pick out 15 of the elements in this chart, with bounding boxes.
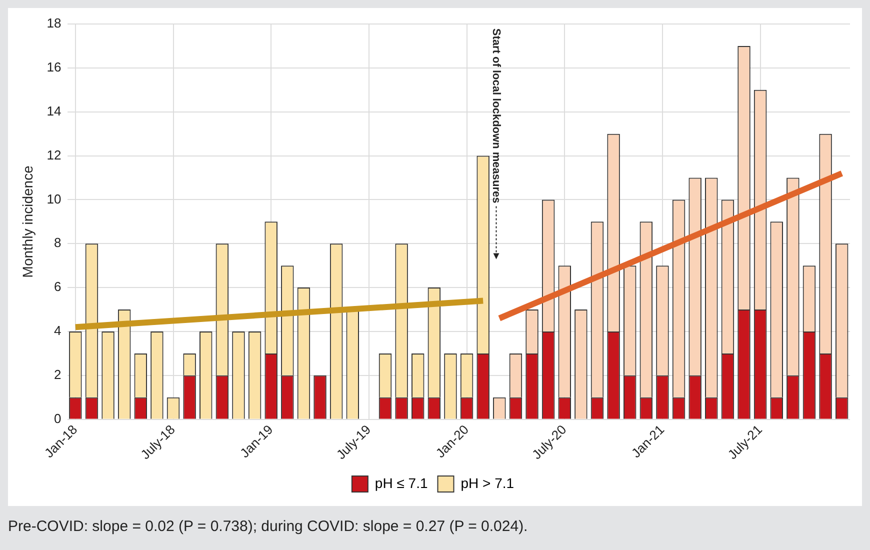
y-axis-title: Monthly incidence [19,165,36,278]
y-tick-label: 10 [46,191,62,206]
y-tick-label: 6 [54,279,62,294]
annotation: Start of local lockdown measures [490,28,502,204]
y-tick-label: 18 [46,16,62,31]
y-tick-label: 8 [54,235,62,250]
legend-label: pH ≤ 7.1 [374,474,428,491]
y-tick-label: 16 [46,60,62,75]
y-tick-label: 4 [54,323,62,338]
y-tick-label: 2 [54,366,62,382]
legend-label: pH > 7.1 [460,474,514,491]
y-tick-label: 14 [46,103,62,118]
y-tick-label: 0 [54,410,62,426]
text: Pre-COVID: slope = 0.02 (P = 0.738); during COVID: slope = 0.27 (P = 0.024). [8,518,528,535]
y-tick-label: 12 [46,147,62,162]
